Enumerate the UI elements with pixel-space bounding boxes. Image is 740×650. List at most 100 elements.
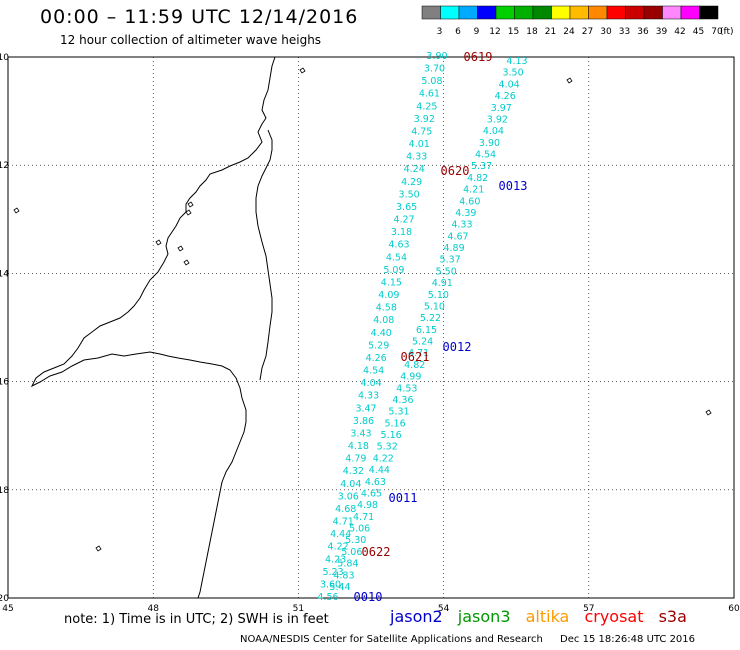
swh-value-east-track: 5.06 (341, 547, 362, 558)
swh-value-east-track: 4.71 (408, 348, 429, 359)
pass-time-label-jason2: 0010 (354, 590, 383, 604)
swh-value-east-track: 4.82 (404, 360, 425, 371)
swh-value-west-track: 4.71 (333, 517, 354, 528)
swh-value-west-track: 3.65 (396, 202, 417, 213)
swh-value-west-track: 4.24 (404, 164, 425, 175)
swh-value-east-track: 4.21 (463, 185, 484, 196)
swh-value-west-track: 4.61 (419, 89, 440, 100)
swh-value-west-track: 4.23 (325, 554, 346, 565)
island-outline (95, 545, 102, 552)
pass-time-label-jason2: 0011 (389, 491, 418, 505)
colorbar-tick-label: 21 (545, 27, 556, 37)
map-frame (7, 56, 735, 599)
swh-value-west-track: 4.01 (409, 139, 430, 150)
swh-value-west-track: 3.43 (350, 428, 371, 439)
swh-value-east-track: 3.92 (487, 114, 508, 125)
credit-org: NOAA/NESDIS Center for Satellite Applica… (240, 634, 543, 645)
swh-value-east-track: 4.99 (400, 372, 421, 383)
swh-value-east-track: 5.84 (337, 559, 358, 570)
island-outline (13, 207, 20, 214)
pass-time-label-s3a: 0621 (401, 350, 430, 364)
swh-value-east-track: 4.04 (499, 79, 520, 90)
swh-value-west-track: 4.75 (411, 126, 432, 137)
colorbar-swatch (699, 5, 719, 20)
pass-time-label-s3a: 0620 (441, 164, 470, 178)
swh-value-west-track: 4.27 (393, 215, 414, 226)
swh-value-east-track: 4.04 (483, 126, 504, 137)
swh-value-east-track: 5.06 (349, 524, 370, 535)
pass-time-label-jason2: 0013 (499, 179, 528, 193)
swh-value-west-track: 4.63 (388, 240, 409, 251)
swh-value-east-track: 4.60 (459, 196, 480, 207)
swh-value-east-track: 4.33 (451, 220, 472, 231)
longitude-label: 45 (2, 604, 13, 614)
swh-value-east-track: 5.10 (424, 301, 445, 312)
island-outline (177, 245, 184, 252)
swh-value-east-track: 4.83 (333, 570, 354, 581)
coastline-path (30, 56, 276, 599)
longitude-label: 54 (438, 604, 450, 614)
swh-value-west-track: 4.22 (328, 542, 349, 553)
swh-value-west-track: 4.44 (330, 529, 351, 540)
swh-value-west-track: 3.70 (424, 64, 445, 75)
colorbar-tick-label: 6 (455, 27, 461, 37)
satellite-legend: jason2 jason3 altika cryosat s3a (390, 607, 697, 626)
swh-value-west-track: 5.08 (421, 76, 442, 87)
swh-value-west-track: 4.26 (366, 353, 387, 364)
latitude-label: -10 (0, 53, 9, 63)
island-outline (183, 259, 190, 266)
swh-value-east-track: 4.67 (447, 231, 468, 242)
swh-value-west-track: 3.06 (338, 491, 359, 502)
colorbar-tick-label: 45 (693, 27, 704, 37)
swh-value-west-track: 4.54 (386, 252, 407, 263)
swh-value-west-track: 3.60 (320, 579, 341, 590)
swh-value-east-track: 4.82 (467, 173, 488, 184)
latitude-label: -12 (0, 161, 9, 171)
colorbar-tick-label: 27 (582, 27, 593, 37)
latitude-label: -16 (0, 378, 9, 388)
swh-value-west-track: 4.33 (358, 391, 379, 402)
colorbar-tick-label: 42 (674, 27, 685, 37)
island-outline (187, 201, 194, 208)
colorbar-tick-label: 3 (437, 27, 443, 37)
swh-value-west-track: 3.50 (399, 189, 420, 200)
swh-value-east-track: 5.10 (428, 290, 449, 301)
swh-value-east-track: 4.13 (506, 56, 527, 67)
swh-value-west-track: 4.18 (348, 441, 369, 452)
swh-value-east-track: 4.44 (369, 465, 390, 476)
swh-value-west-track: 3.47 (355, 403, 376, 414)
colorbar-tick-label: 30 (600, 27, 612, 37)
longitude-label: 60 (728, 604, 740, 614)
swh-value-east-track: 4.53 (396, 383, 417, 394)
swh-value-east-track: 4.39 (455, 208, 476, 219)
swh-value-west-track: 4.58 (376, 303, 397, 314)
latitude-label: -14 (0, 269, 9, 279)
swh-value-west-track: 4.29 (401, 177, 422, 188)
credit-timestamp: Dec 15 18:26:48 UTC 2016 (560, 634, 696, 645)
swh-value-east-track: 4.65 (361, 488, 382, 499)
swh-value-west-track: 4.56 (317, 592, 338, 603)
swh-value-west-track: 3.18 (391, 227, 412, 238)
longitude-label: 51 (293, 604, 304, 614)
colorbar-tick-label: 24 (563, 27, 575, 37)
swh-value-west-track: 4.25 (416, 101, 437, 112)
legend-jason3: jason3 (457, 607, 511, 626)
longitude-label: 57 (583, 604, 594, 614)
swh-value-east-track: 4.22 (373, 453, 394, 464)
colorbar-tick-label: 70 (711, 27, 723, 37)
swh-value-east-track: 5.16 (384, 418, 405, 429)
island-outline (155, 239, 162, 246)
legend-jason2: jason2 (390, 607, 443, 626)
swh-value-west-track: 4.04 (361, 378, 382, 389)
colorbar-tick-label: 18 (526, 27, 538, 37)
swh-value-west-track: 4.33 (406, 152, 427, 163)
swh-value-east-track: 6.15 (416, 325, 437, 336)
pass-time-label-jason2: 0012 (443, 340, 472, 354)
swh-value-east-track: 4.54 (475, 150, 496, 161)
swh-value-west-track: 4.68 (335, 504, 356, 515)
swh-value-west-track: 3.90 (426, 51, 447, 62)
swh-value-east-track: 5.37 (440, 255, 461, 266)
map-subtitle: 12 hour collection of altimeter wave hei… (60, 33, 322, 47)
swh-value-west-track: 4.04 (340, 479, 361, 490)
